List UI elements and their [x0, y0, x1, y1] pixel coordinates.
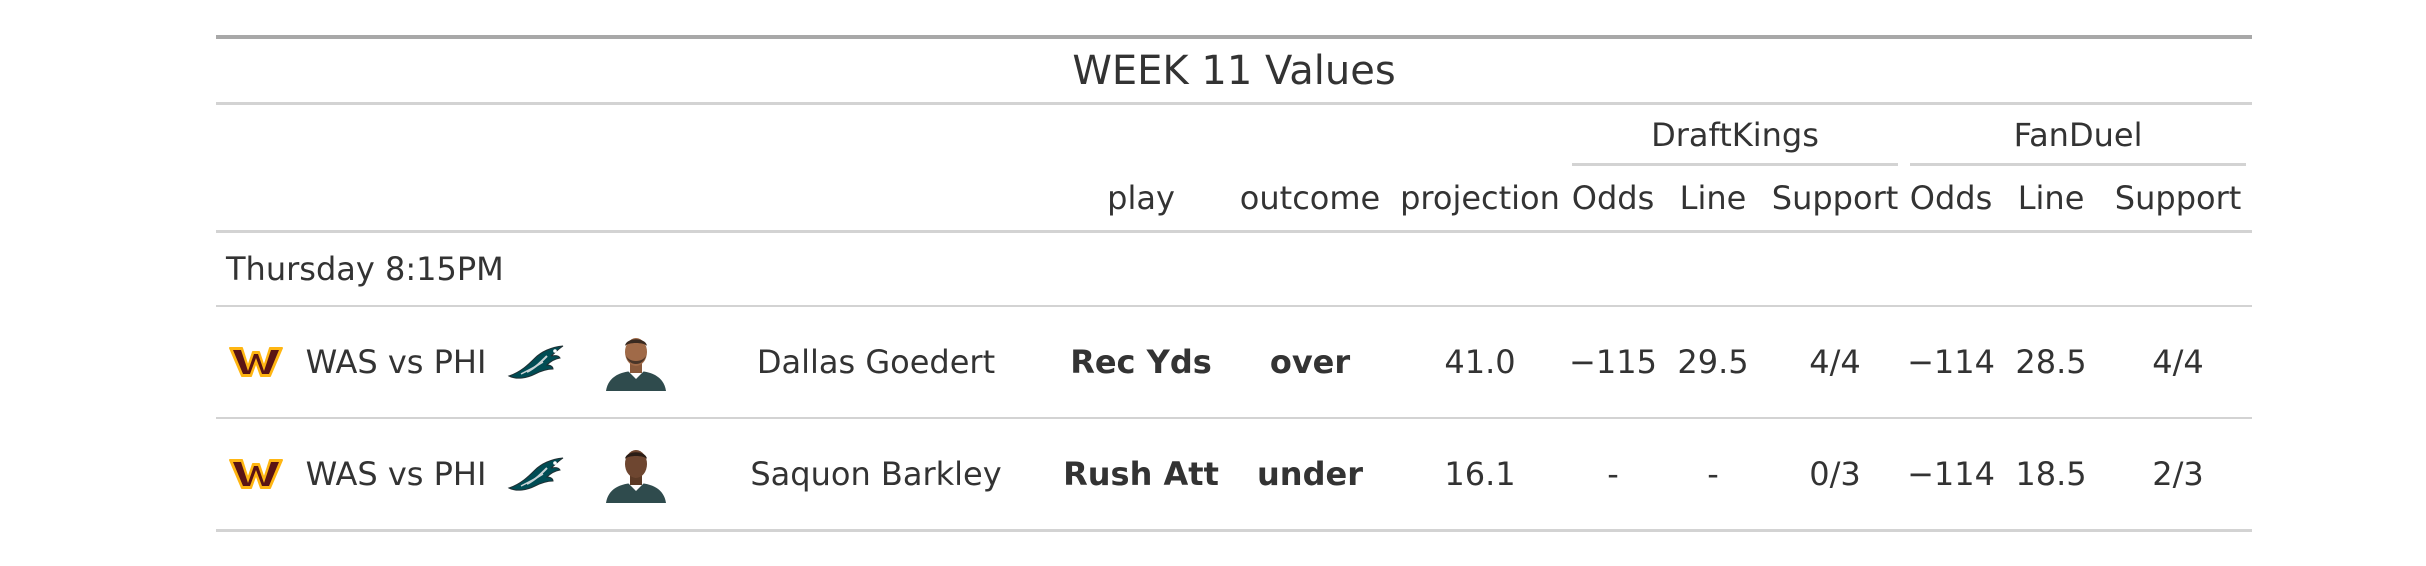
- play-type: Rush Att: [1056, 418, 1226, 532]
- fd-odds: −114: [1904, 306, 1999, 419]
- outcome: under: [1226, 418, 1394, 532]
- values-table-container: WEEK 11 Values DraftKings: [216, 35, 2253, 532]
- projection: 41.0: [1394, 306, 1566, 419]
- table-row: WAS vs PHI: [216, 306, 2253, 419]
- col-play: play: [1056, 166, 1226, 233]
- commanders-logo-icon: [216, 418, 296, 532]
- dk-odds: −115: [1566, 306, 1660, 419]
- eagles-logo-icon: [496, 306, 576, 419]
- table-title: WEEK 11 Values: [216, 35, 2252, 105]
- dk-line: 29.5: [1660, 306, 1766, 419]
- values-table: DraftKings FanDuel play outcome projecti…: [216, 105, 2253, 532]
- col-fd-odds: Odds: [1904, 166, 1999, 233]
- outcome: over: [1226, 306, 1394, 419]
- commanders-logo-icon: [216, 306, 296, 419]
- fd-support: 2/3: [2104, 418, 2253, 532]
- player-name: Dallas Goedert: [696, 306, 1056, 419]
- col-team-logo: [216, 166, 296, 233]
- matchup: WAS vs PHI: [296, 418, 496, 532]
- player-headshot-icon: [576, 306, 696, 419]
- col-matchup: [296, 166, 496, 233]
- col-headshot: [576, 166, 696, 233]
- fd-odds: −114: [1904, 418, 1999, 532]
- col-dk-odds: Odds: [1566, 166, 1660, 233]
- projection: 16.1: [1394, 418, 1566, 532]
- spanner-draftkings-label: DraftKings: [1572, 105, 1899, 166]
- spanner-fanduel-label: FanDuel: [1910, 105, 2247, 166]
- dk-line: -: [1660, 418, 1766, 532]
- matchup: WAS vs PHI: [296, 306, 496, 419]
- table-row: WAS vs PHI: [216, 418, 2253, 532]
- dk-odds: -: [1566, 418, 1660, 532]
- dk-support: 4/4: [1766, 306, 1905, 419]
- spanner-header-row: DraftKings FanDuel: [216, 105, 2252, 166]
- spanner-fanduel: FanDuel: [1904, 105, 2252, 166]
- fd-line: 18.5: [1998, 418, 2105, 532]
- group-row: Thursday 8:15PM: [216, 231, 2253, 307]
- fd-line: 28.5: [1998, 306, 2105, 419]
- col-dk-line: Line: [1660, 166, 1766, 233]
- eagles-logo-icon: [496, 418, 576, 532]
- col-outcome: outcome: [1226, 166, 1394, 233]
- col-fd-support: Support: [2104, 166, 2253, 233]
- player-name: Saquon Barkley: [696, 418, 1056, 532]
- play-type: Rec Yds: [1056, 306, 1226, 419]
- col-player: [696, 166, 1056, 233]
- spanner-blank: [216, 105, 1566, 166]
- col-fd-line: Line: [1998, 166, 2105, 233]
- dk-support: 0/3: [1766, 418, 1905, 532]
- spanner-draftkings: DraftKings: [1566, 105, 1904, 166]
- col-dk-support: Support: [1766, 166, 1905, 233]
- col-player-team-logo: [496, 166, 576, 233]
- fd-support: 4/4: [2104, 306, 2253, 419]
- group-label: Thursday 8:15PM: [216, 231, 2253, 307]
- col-projection: projection: [1394, 166, 1566, 233]
- player-headshot-icon: [576, 418, 696, 532]
- column-header-row: play outcome projection Odds Line Suppor…: [216, 166, 2253, 233]
